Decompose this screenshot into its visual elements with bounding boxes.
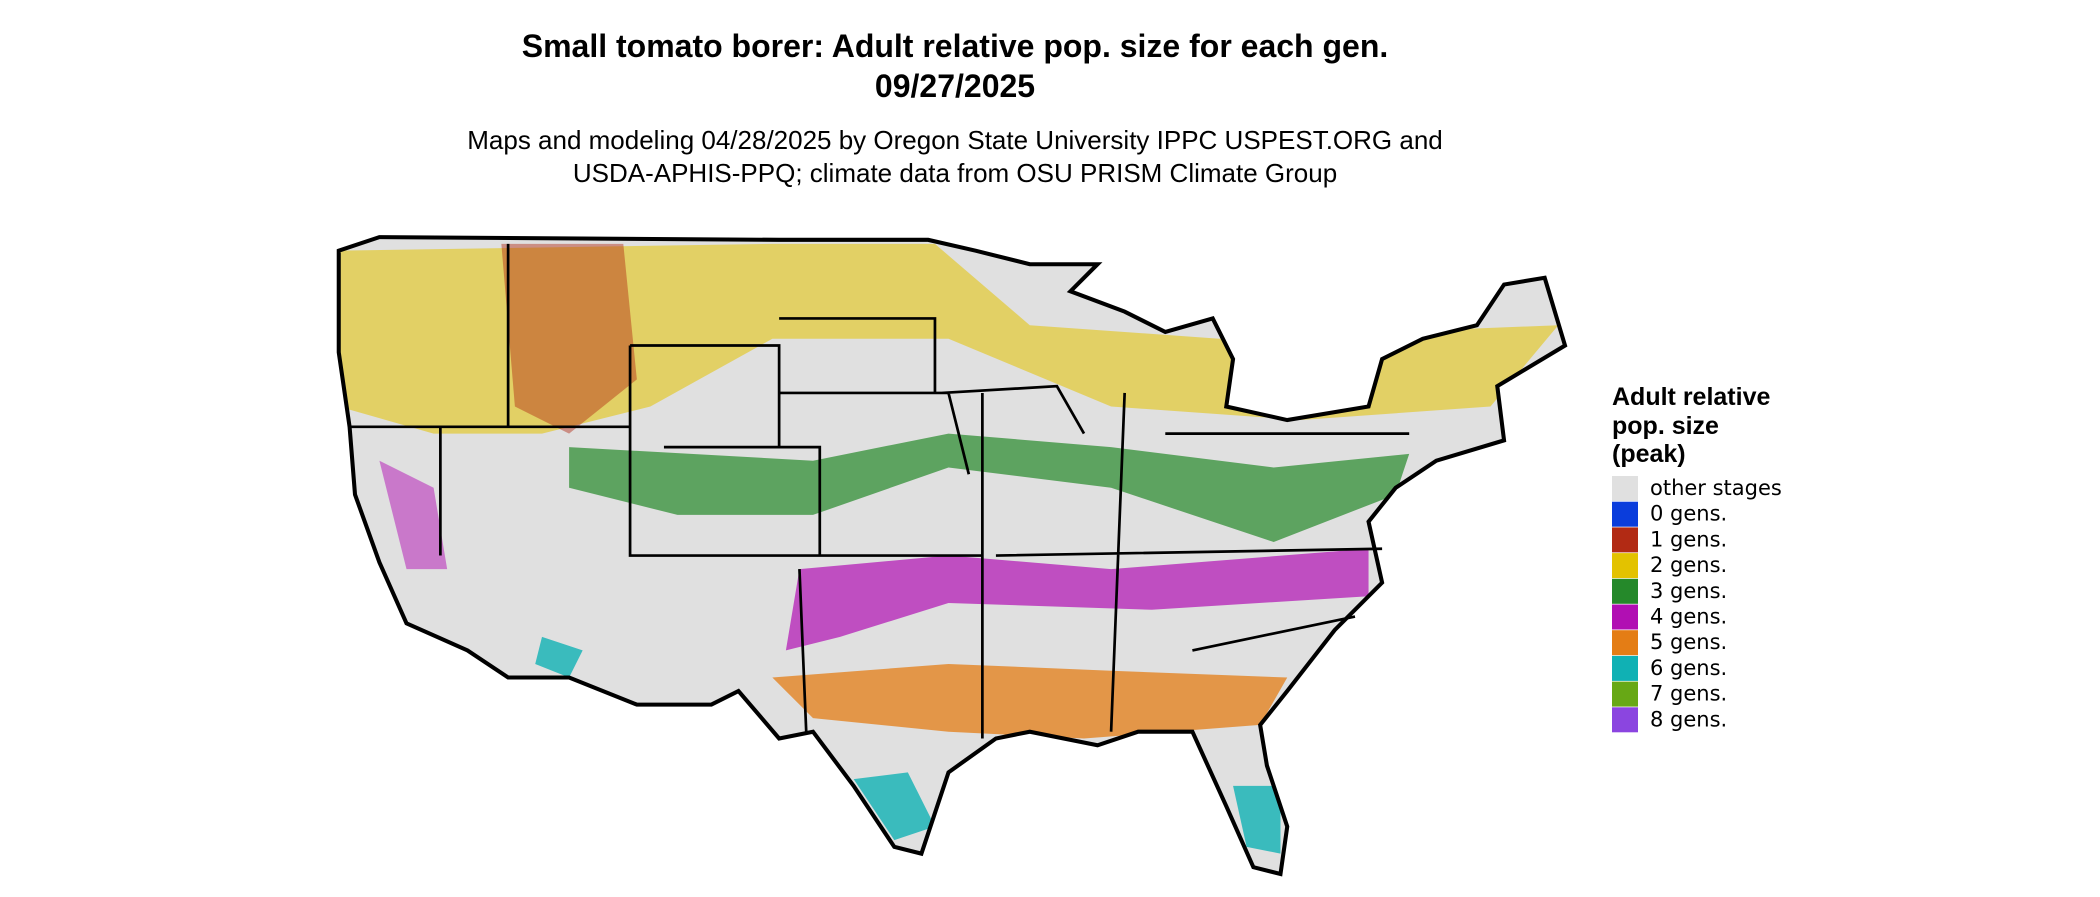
legend-label: 2 gens. (1650, 553, 1727, 577)
legend-title: (peak) (1612, 440, 1686, 468)
title: Small tomato borer: Adult relative pop. … (522, 28, 1389, 64)
legend-label: 7 gens. (1650, 682, 1727, 706)
legend-label: 8 gens. (1650, 707, 1727, 731)
legend-label: 4 gens. (1650, 605, 1727, 629)
legend-label: 1 gens. (1650, 527, 1727, 551)
legend-swatch (1612, 630, 1638, 656)
legend-label: 0 gens. (1650, 502, 1727, 526)
subtitle: Maps and modeling 04/28/2025 by Oregon S… (467, 125, 1443, 155)
state-borders (349, 243, 1410, 739)
date: 09/27/2025 (875, 68, 1035, 104)
legend-swatch (1612, 707, 1638, 733)
legend-label: 3 gens. (1650, 579, 1727, 603)
legend-swatch (1612, 501, 1638, 527)
legend-swatch (1612, 604, 1638, 630)
legend-label: 5 gens. (1650, 630, 1727, 654)
legend-label: other stages (1650, 476, 1782, 500)
legend-title: pop. size (1612, 412, 1719, 440)
legend: Adult relative pop. size (peak) other st… (1612, 383, 1782, 733)
legend-title: Adult relative (1612, 383, 1770, 411)
legend-label: 6 gens. (1650, 656, 1727, 680)
us-map (325, 217, 1585, 892)
legend-swatch (1612, 655, 1638, 681)
legend-swatch (1612, 527, 1638, 553)
subtitle: USDA-APHIS-PPQ; climate data from OSU PR… (573, 158, 1337, 188)
legend-swatch (1612, 476, 1638, 501)
legend-swatch (1612, 578, 1638, 604)
legend-swatch (1612, 681, 1638, 707)
legend-swatch (1612, 553, 1638, 579)
